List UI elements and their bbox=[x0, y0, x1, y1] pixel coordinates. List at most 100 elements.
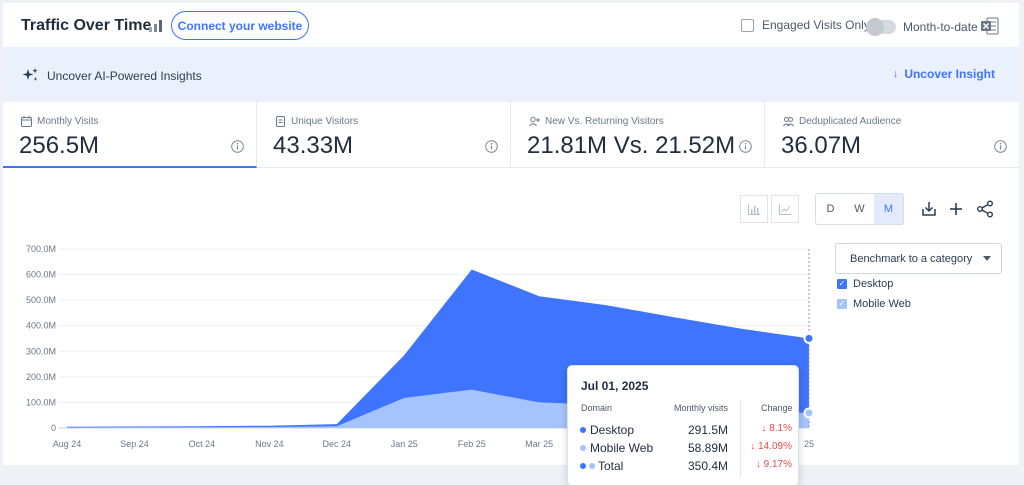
metric-new-vs-returning[interactable]: New Vs. Returning Visitors 21.81M Vs. 21… bbox=[511, 102, 765, 168]
legend-desktop[interactable]: ✓ Desktop bbox=[837, 278, 893, 290]
excel-export-icon[interactable] bbox=[981, 17, 999, 35]
y-tick-label: 500.0M bbox=[26, 295, 56, 305]
granularity-month[interactable]: M bbox=[874, 194, 903, 224]
line-chart-type-button[interactable] bbox=[771, 195, 799, 223]
x-tick-label: Jan 25 bbox=[391, 439, 418, 449]
uncover-insight-label: Uncover Insight bbox=[904, 67, 995, 81]
metric-label: New Vs. Returning Visitors bbox=[545, 116, 664, 127]
series-dot bbox=[580, 427, 586, 433]
month-to-date-switch[interactable] bbox=[866, 18, 896, 36]
info-icon[interactable] bbox=[485, 140, 498, 153]
tooltip-divider bbox=[740, 400, 741, 478]
hover-marker-desktop bbox=[803, 332, 815, 344]
chart-tooltip: Jul 01, 2025 Domain Monthly visits Chang… bbox=[567, 365, 799, 485]
x-tick-label: Feb 25 bbox=[458, 439, 486, 449]
series-dot bbox=[589, 463, 595, 469]
tooltip-row-value: 291.5M bbox=[687, 423, 728, 437]
info-icon[interactable] bbox=[231, 140, 244, 153]
insight-label: Uncover AI-Powered Insights bbox=[47, 69, 202, 83]
tooltip-row-name: Desktop bbox=[590, 423, 635, 437]
metric-label: Monthly Visits bbox=[37, 116, 99, 127]
users-icon bbox=[783, 117, 794, 127]
series-dot bbox=[580, 463, 586, 469]
checkbox-checked-icon[interactable]: ✓ bbox=[837, 279, 847, 289]
sparkle-icon bbox=[22, 68, 38, 81]
download-icon[interactable] bbox=[919, 199, 939, 219]
benchmark-dropdown[interactable]: Benchmark to a category bbox=[835, 243, 1002, 274]
info-icon[interactable] bbox=[994, 140, 1007, 153]
user-plus-icon bbox=[529, 116, 540, 127]
metric-value: 256.5M bbox=[19, 132, 100, 159]
y-tick-label: 100.0M bbox=[26, 397, 56, 407]
tooltip-row-change: ↓ 9.17% bbox=[755, 459, 792, 470]
header: Traffic Over Time Connect your website E… bbox=[3, 3, 1019, 47]
share-icon[interactable] bbox=[975, 199, 995, 219]
traffic-card: Traffic Over Time Connect your website E… bbox=[3, 3, 1019, 485]
granularity-day[interactable]: D bbox=[826, 203, 835, 215]
x-tick-label: 25 bbox=[804, 439, 814, 449]
connect-website-button[interactable]: Connect your website bbox=[171, 11, 309, 40]
tooltip-row-total: Total 350.4M ↓ 9.17% bbox=[568, 458, 800, 474]
x-tick-label: Oct 24 bbox=[189, 439, 216, 449]
y-tick-label: 200.0M bbox=[26, 372, 56, 382]
uncover-insight-link[interactable]: ↓ Uncover Insight bbox=[893, 67, 995, 81]
page-title: Traffic Over Time bbox=[21, 17, 152, 34]
plus-icon[interactable] bbox=[946, 199, 966, 219]
legend-desktop-label: Desktop bbox=[853, 278, 894, 290]
legend-mobile-web[interactable]: ✓ Mobile Web bbox=[837, 298, 911, 310]
tooltip-row-change: ↓ 8.1% bbox=[761, 423, 792, 434]
tooltip-row-value: 58.89M bbox=[687, 441, 728, 455]
calendar-icon bbox=[21, 116, 32, 127]
metric-value: 36.07M bbox=[781, 132, 862, 159]
info-icon[interactable] bbox=[739, 140, 752, 153]
tooltip-col-domain: Domain bbox=[581, 403, 613, 413]
metric-value: 43.33M bbox=[273, 132, 354, 159]
metrics-row: Monthly Visits 256.5M Unique Visitors 43… bbox=[3, 102, 1019, 168]
legend-mobile-web-label: Mobile Web bbox=[853, 298, 911, 310]
y-tick-label: 600.0M bbox=[26, 270, 56, 280]
change-value: 8.1% bbox=[769, 423, 792, 434]
change-value: 9.17% bbox=[763, 459, 792, 470]
bar-chart-type-button[interactable] bbox=[740, 195, 768, 223]
line-chart-type-icon bbox=[779, 203, 791, 215]
metric-deduplicated-audience[interactable]: Deduplicated Audience 36.07M bbox=[765, 102, 1019, 168]
benchmark-label: Benchmark to a category bbox=[850, 252, 973, 265]
tooltip-row-mobile: Mobile Web 58.89M ↓ 14.09% bbox=[568, 440, 800, 456]
metric-monthly-visits[interactable]: Monthly Visits 256.5M bbox=[3, 102, 257, 168]
hover-marker-mobile bbox=[803, 407, 815, 419]
tooltip-row-change: ↓ 14.09% bbox=[750, 441, 792, 452]
x-tick-label: Dec 24 bbox=[323, 439, 352, 449]
y-tick-label: 0 bbox=[51, 423, 56, 433]
switch-knob bbox=[866, 18, 884, 36]
tooltip-row-name: Total bbox=[598, 459, 624, 473]
series-dot bbox=[580, 445, 586, 451]
y-tick-label: 400.0M bbox=[26, 321, 56, 331]
tooltip-col-change: Change bbox=[761, 403, 793, 413]
engaged-visits-checkbox[interactable] bbox=[741, 18, 754, 32]
tooltip-row-value: 350.4M bbox=[687, 459, 728, 473]
metric-label: Unique Visitors bbox=[291, 116, 359, 127]
granularity-week[interactable]: W bbox=[854, 203, 865, 215]
bar-chart-icon[interactable] bbox=[149, 20, 163, 32]
x-tick-label: Aug 24 bbox=[53, 439, 82, 449]
document-icon bbox=[276, 116, 285, 127]
tooltip-col-visits: Monthly visits bbox=[674, 403, 729, 413]
checkbox-checked-icon[interactable]: ✓ bbox=[837, 299, 847, 309]
tooltip-date: Jul 01, 2025 bbox=[581, 379, 649, 393]
chevron-down-icon bbox=[983, 256, 991, 261]
engaged-visits-toggle[interactable]: Engaged Visits Only bbox=[741, 18, 870, 32]
bar-chart-type-icon bbox=[748, 203, 760, 215]
change-value: 14.09% bbox=[758, 441, 792, 452]
metric-value: 21.81M Vs. 21.52M bbox=[527, 132, 736, 159]
metric-label: Deduplicated Audience bbox=[799, 116, 902, 127]
y-tick-label: 700.0M bbox=[26, 244, 56, 254]
y-tick-label: 300.0M bbox=[26, 346, 56, 356]
metric-unique-visitors[interactable]: Unique Visitors 43.33M bbox=[257, 102, 511, 168]
tooltip-row-name: Mobile Web bbox=[590, 441, 654, 455]
arrow-down-icon: ↓ bbox=[892, 68, 899, 80]
granularity-selector: D W M bbox=[815, 193, 904, 225]
engaged-visits-label: Engaged Visits Only bbox=[762, 18, 870, 32]
x-tick-label: Nov 24 bbox=[255, 439, 284, 449]
x-tick-label: Mar 25 bbox=[525, 439, 553, 449]
ai-insight-banner: Uncover AI-Powered Insights ↓ Uncover In… bbox=[3, 47, 1019, 102]
